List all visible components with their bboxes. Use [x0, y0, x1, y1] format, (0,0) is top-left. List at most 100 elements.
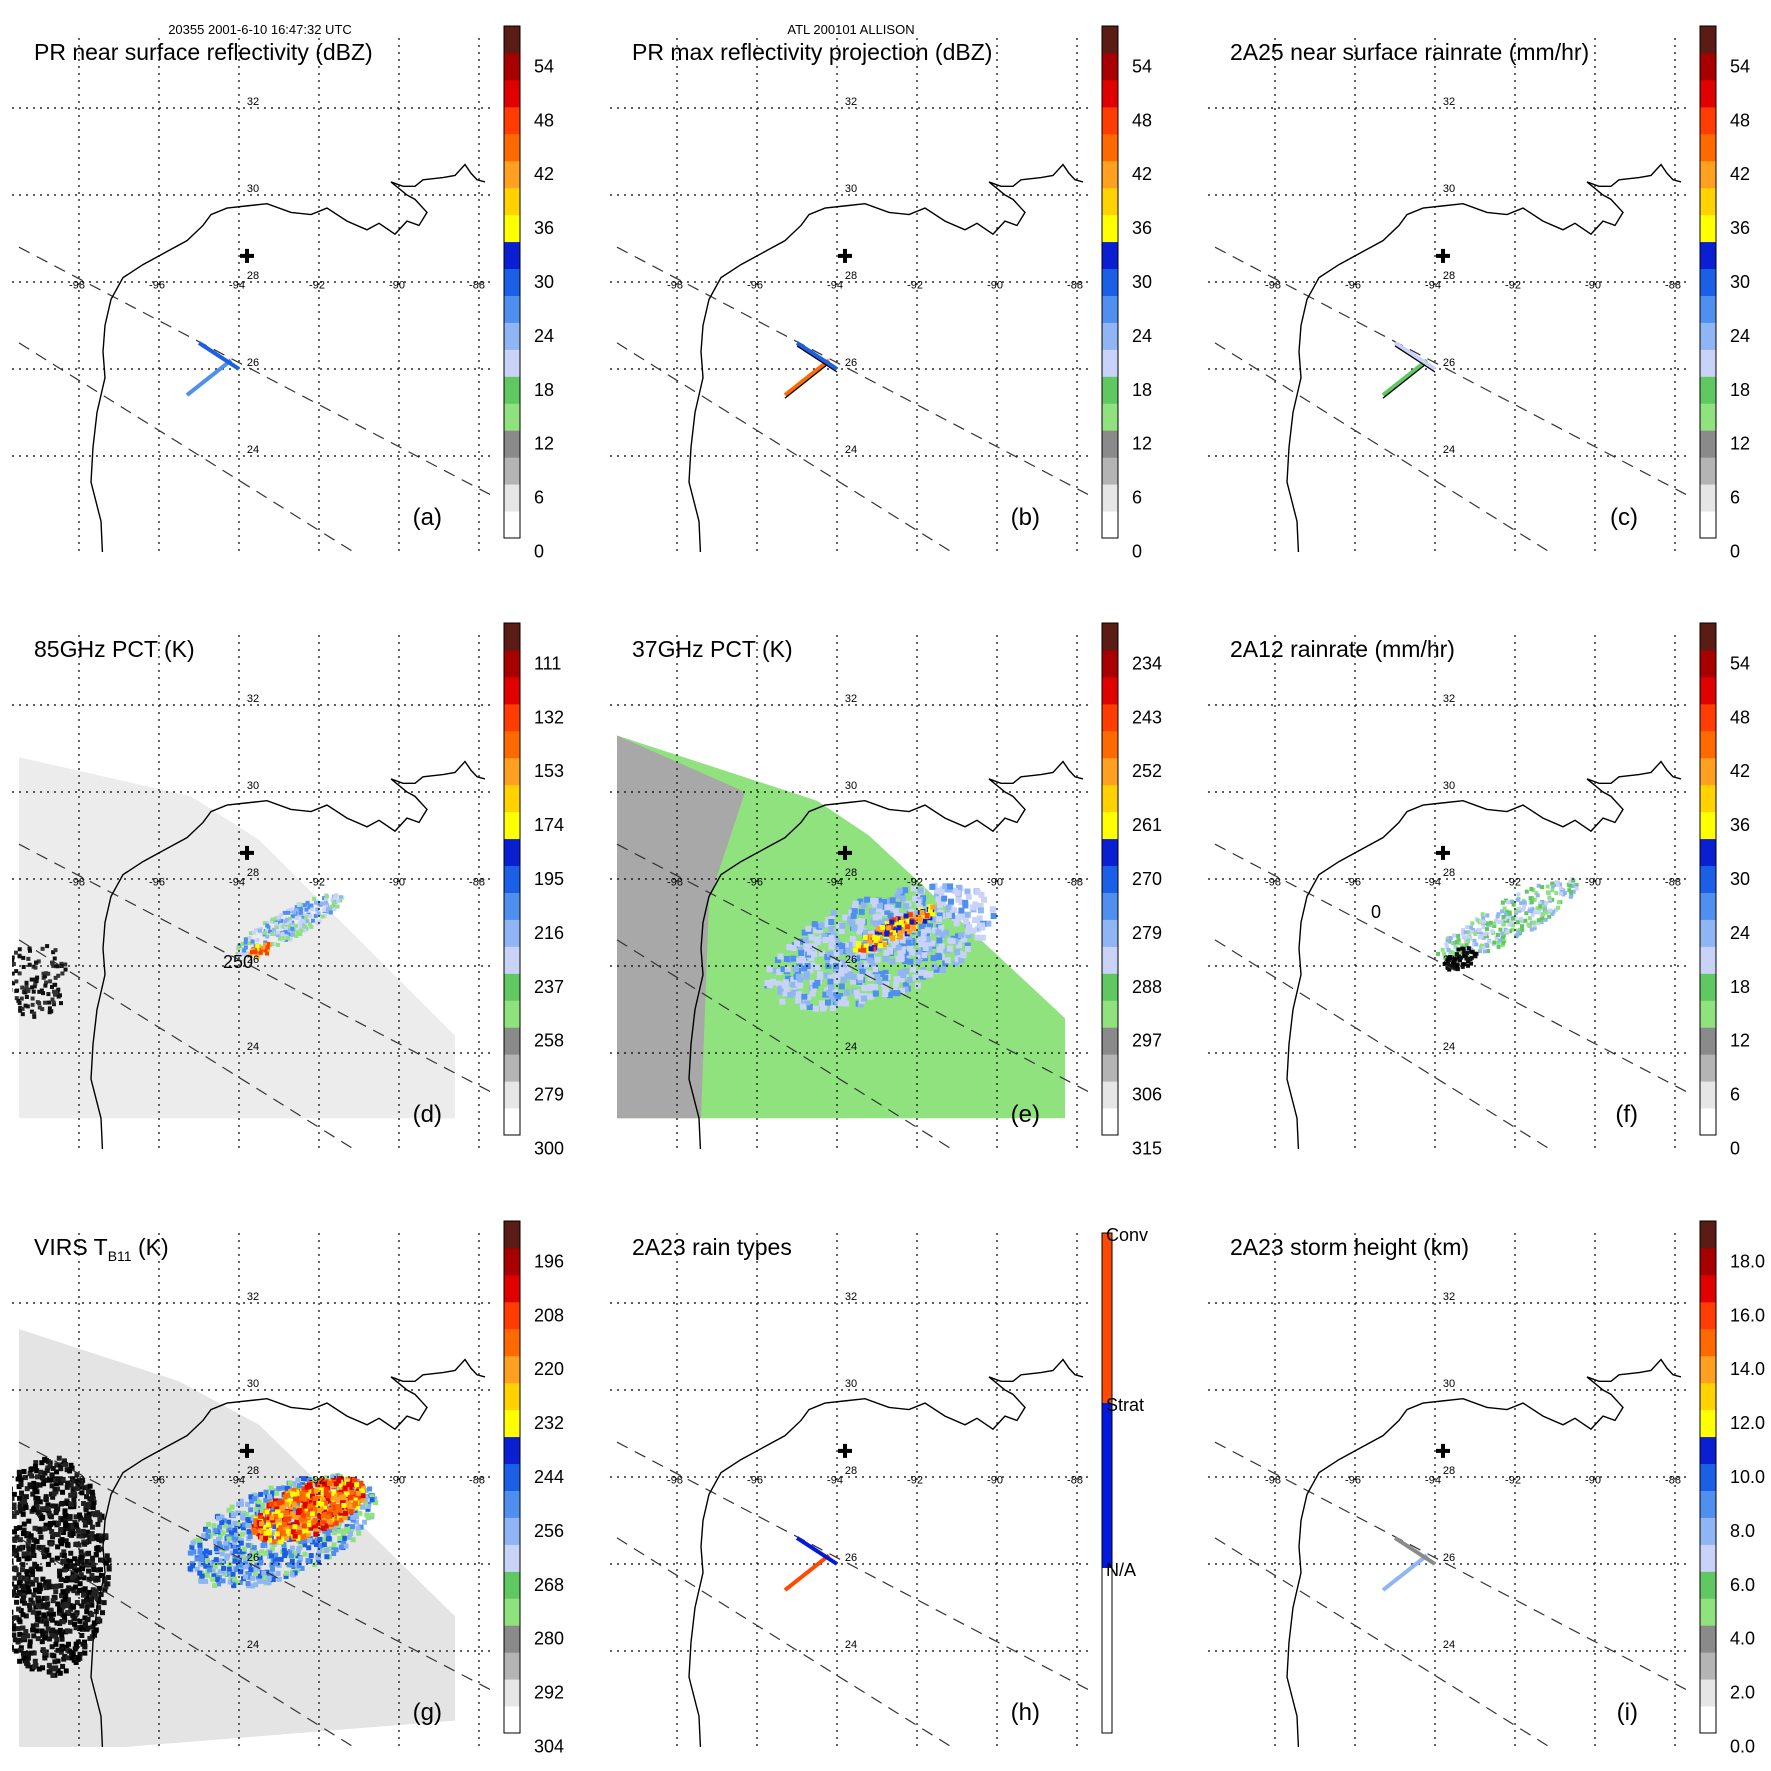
pr-rain-streak	[1393, 1536, 1437, 1566]
field-pixel	[1461, 950, 1466, 955]
field-pixel	[43, 1630, 49, 1636]
field-pixel	[248, 931, 253, 936]
colorbar-segment	[1700, 52, 1716, 81]
field-pixel	[331, 1495, 337, 1501]
field-pixel	[20, 1595, 26, 1601]
field-pixel	[326, 906, 331, 911]
colorbar-tick-label: 280	[534, 1629, 564, 1649]
field-pixel	[22, 1499, 28, 1505]
field-pixel	[34, 1538, 40, 1544]
panel-letter-label: (c)	[1610, 504, 1638, 531]
lat-tick-label: 24	[1443, 1639, 1455, 1651]
field-pixel	[260, 1529, 266, 1535]
field-pixel	[774, 957, 781, 964]
colorbar-segment	[1700, 214, 1716, 243]
field-pixel	[89, 1559, 95, 1565]
field-pixel	[77, 1618, 83, 1624]
field-pixel	[1551, 909, 1556, 914]
field-pixel	[287, 1480, 293, 1486]
field-pixel	[71, 1565, 77, 1571]
field-pixel	[1511, 902, 1516, 907]
field-pixel	[59, 1593, 65, 1599]
field-pixel	[369, 1512, 375, 1518]
field-pixel	[876, 945, 883, 952]
field-pixel	[896, 887, 903, 894]
field-pixel	[55, 1544, 61, 1550]
colorbar-segment	[504, 106, 520, 135]
colorbar-segment	[1102, 623, 1118, 651]
pr-streak-contour	[1382, 362, 1428, 399]
field-pixel	[60, 1663, 66, 1669]
field-pixel	[898, 919, 904, 925]
field-pixel	[51, 950, 56, 955]
field-pixel	[323, 1487, 329, 1493]
field-pixel	[281, 935, 286, 940]
field-pixel	[1499, 919, 1504, 924]
field-pixel	[254, 952, 259, 957]
field-pixel	[224, 1555, 230, 1561]
colorbar-segment	[1102, 865, 1118, 893]
field-pixel	[13, 1567, 19, 1573]
field-pixel	[321, 1548, 327, 1554]
colorbar-segment	[1700, 1000, 1716, 1028]
field-pixel	[104, 1553, 110, 1559]
field-pixel	[362, 1519, 368, 1525]
field-pixel	[977, 903, 984, 910]
field-pixel	[891, 930, 897, 936]
field-pixel	[805, 925, 812, 932]
field-pixel	[0, 1614, 4, 1619]
field-pixel	[49, 1472, 55, 1478]
colorbar-segment	[1700, 1355, 1716, 1384]
field-pixel	[344, 1524, 350, 1530]
colorbar-segment	[1102, 403, 1118, 431]
field-pixel	[33, 977, 38, 982]
field-pixel	[16, 1591, 22, 1597]
field-pixel	[775, 980, 782, 987]
field-pixel	[869, 898, 876, 905]
field-pixel	[970, 927, 977, 934]
colorbar-segment	[1102, 79, 1118, 108]
field-pixel	[23, 990, 28, 995]
field-pixel	[877, 943, 883, 949]
field-pixel	[203, 1555, 209, 1561]
field-pixel	[312, 1523, 318, 1529]
field-pixel	[1482, 919, 1487, 924]
field-pixel	[298, 1513, 304, 1519]
field-pixel	[349, 1524, 355, 1530]
field-pixel	[372, 1496, 378, 1502]
field-pixel	[1458, 951, 1463, 956]
lon-tick-label: -94	[827, 1475, 843, 1487]
field-pixel	[938, 943, 945, 950]
field-pixel	[20, 1567, 26, 1573]
field-pixel	[275, 942, 280, 947]
field-pixel	[33, 1604, 39, 1610]
field-pixel	[253, 1521, 259, 1527]
field-pixel	[301, 906, 306, 911]
lon-tick-label: -96	[149, 877, 165, 889]
field-pixel	[790, 955, 797, 962]
field-pixel	[287, 924, 292, 929]
field-pixel	[334, 1514, 340, 1520]
field-pixel	[302, 1513, 308, 1519]
field-pixel	[64, 1628, 70, 1634]
colorbar-segment	[1700, 106, 1716, 135]
field-pixel	[1460, 964, 1465, 969]
field-pixel	[203, 1578, 209, 1584]
field-pixel	[334, 1493, 340, 1499]
field-pixel	[216, 1536, 222, 1542]
field-pixel	[103, 1560, 109, 1566]
field-pixel	[298, 932, 303, 937]
field-pixel	[931, 927, 938, 934]
field-pixel	[826, 989, 833, 996]
field-pixel	[268, 929, 273, 934]
field-pixel	[1536, 910, 1541, 915]
field-pixel	[813, 927, 820, 934]
field-pixel	[945, 912, 952, 919]
field-pixel	[309, 1493, 315, 1499]
field-pixel	[868, 946, 874, 952]
field-pixel	[319, 1501, 325, 1507]
lat-tick-label: 30	[845, 1378, 857, 1390]
field-pixel	[289, 1491, 295, 1497]
field-pixel	[776, 968, 783, 975]
